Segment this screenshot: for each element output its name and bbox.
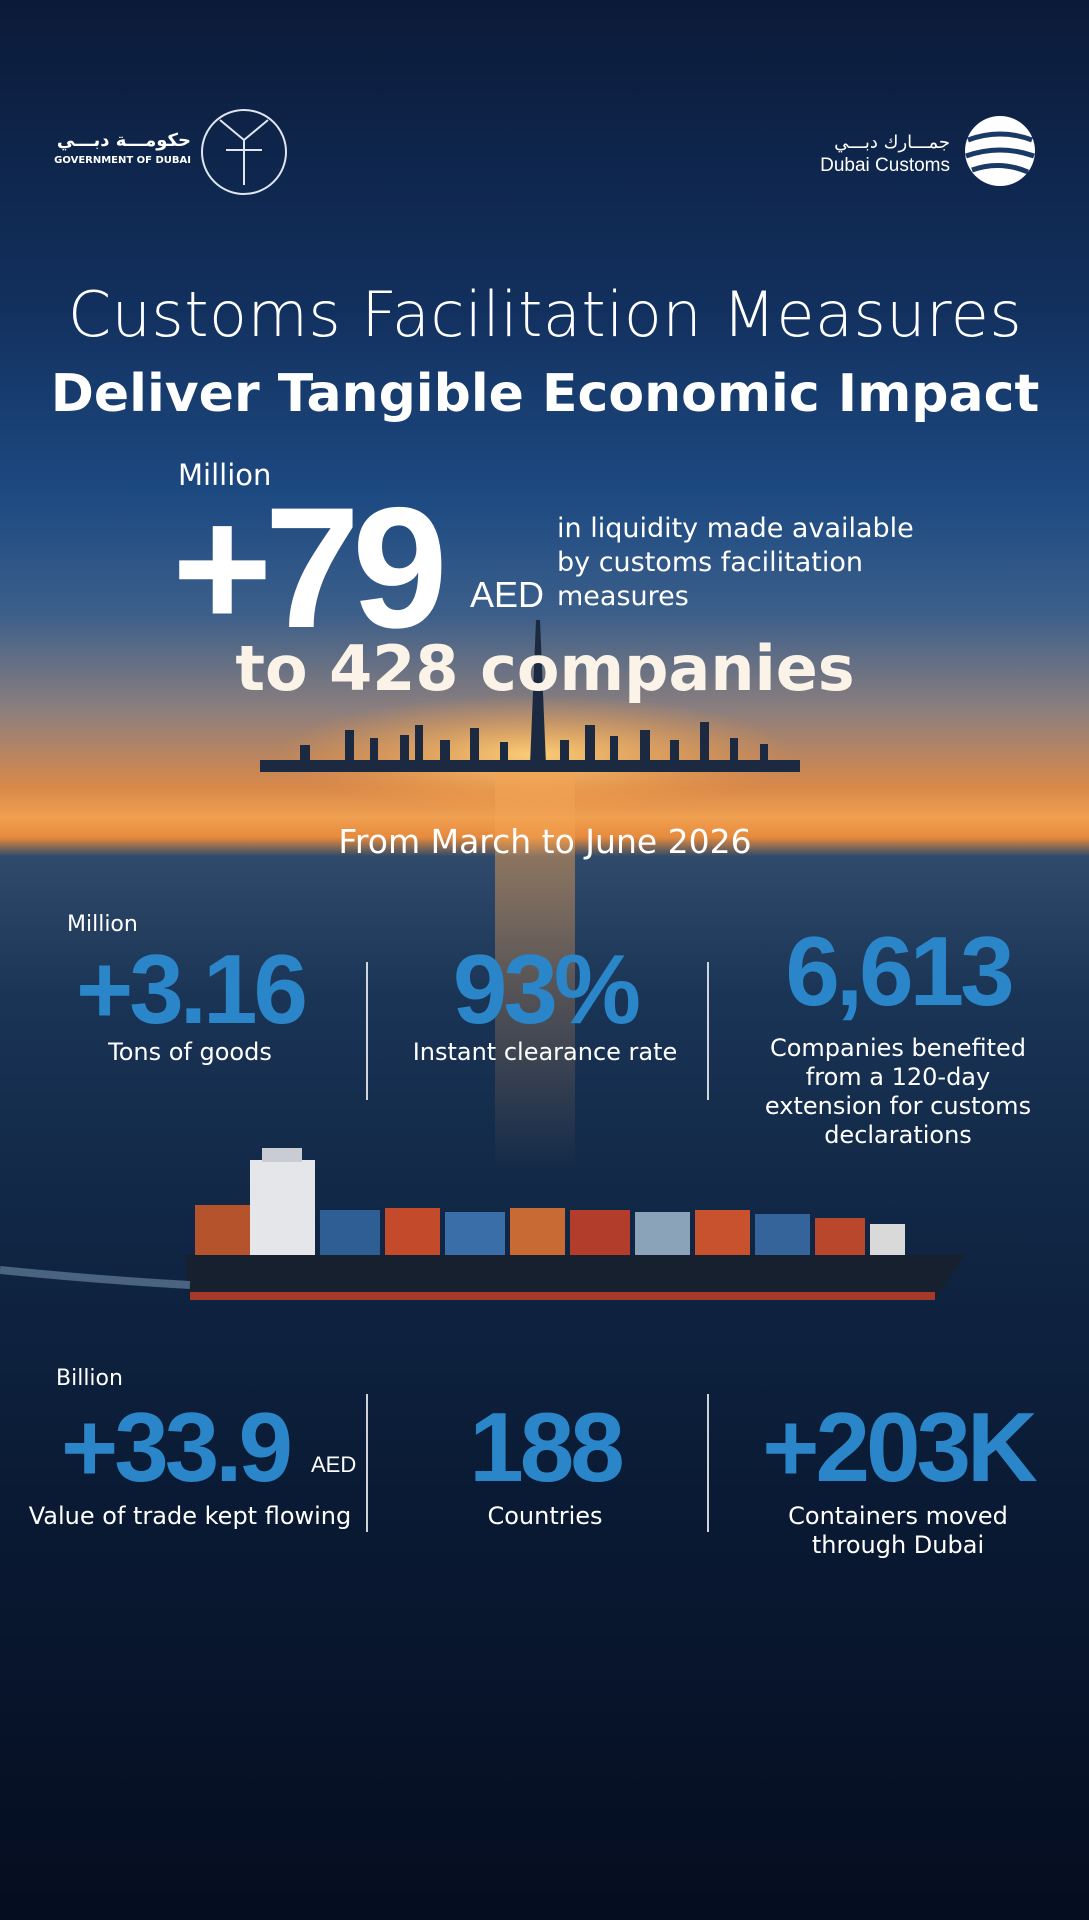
- stat-value: 6,613: [785, 916, 1014, 1026]
- stat-label: Containers moved through Dubai: [788, 1502, 1008, 1559]
- stat-unit: Billion: [56, 1366, 123, 1391]
- stat-value: 188: [469, 1392, 625, 1502]
- divider: [707, 962, 709, 1100]
- stat-unit: Million: [67, 912, 138, 937]
- customs-arabic: جمـــارك دبـــي: [834, 132, 950, 153]
- divider: [366, 962, 368, 1100]
- stat-label: Companies benefited from a 120-day exten…: [764, 1034, 1032, 1149]
- sun-reflection: [495, 770, 575, 1170]
- title-line2: Deliver Tangible Economic Impact: [50, 364, 1040, 424]
- customs-english: Dubai Customs: [820, 155, 950, 176]
- stat-label: Value of trade kept flowing: [28, 1502, 352, 1530]
- hero-currency: AED: [470, 574, 545, 615]
- wake: [0, 1266, 191, 1289]
- hero-companies: to 428 companies: [235, 632, 855, 705]
- stat-label: Countries: [487, 1502, 603, 1530]
- gov-logo: حكومـــة دبـــي GOVERNMENT OF DUBAI: [51, 130, 191, 166]
- customs-globe: [965, 116, 1035, 186]
- title-line1: Customs Facilitation Measures: [67, 278, 1023, 351]
- stat-value: +203K: [762, 1392, 1038, 1502]
- divider: [707, 1394, 709, 1532]
- customs-logo: جمـــارك دبـــي Dubai Customs: [800, 132, 950, 177]
- stat-value: 93%: [452, 934, 641, 1044]
- gov-english: GOVERNMENT OF DUBAI: [54, 155, 191, 166]
- divider: [366, 1394, 368, 1532]
- hero-description: in liquidity made available by customs f…: [557, 513, 914, 612]
- stat-label: Instant clearance rate: [412, 1038, 678, 1066]
- stat-label: Tons of goods: [108, 1038, 272, 1066]
- gov-emblem: [201, 109, 287, 195]
- gov-arabic: حكومـــة دبـــي: [56, 130, 191, 151]
- stat-value: +33.9: [61, 1392, 293, 1502]
- ship: [185, 1148, 965, 1300]
- skyline: [260, 620, 800, 772]
- hero-unit: Million: [178, 458, 272, 492]
- stat-value: +3.16: [76, 934, 308, 1044]
- hero-value: +79: [172, 472, 448, 664]
- stat-currency: AED: [311, 1452, 357, 1477]
- period: From March to June 2026: [338, 822, 752, 861]
